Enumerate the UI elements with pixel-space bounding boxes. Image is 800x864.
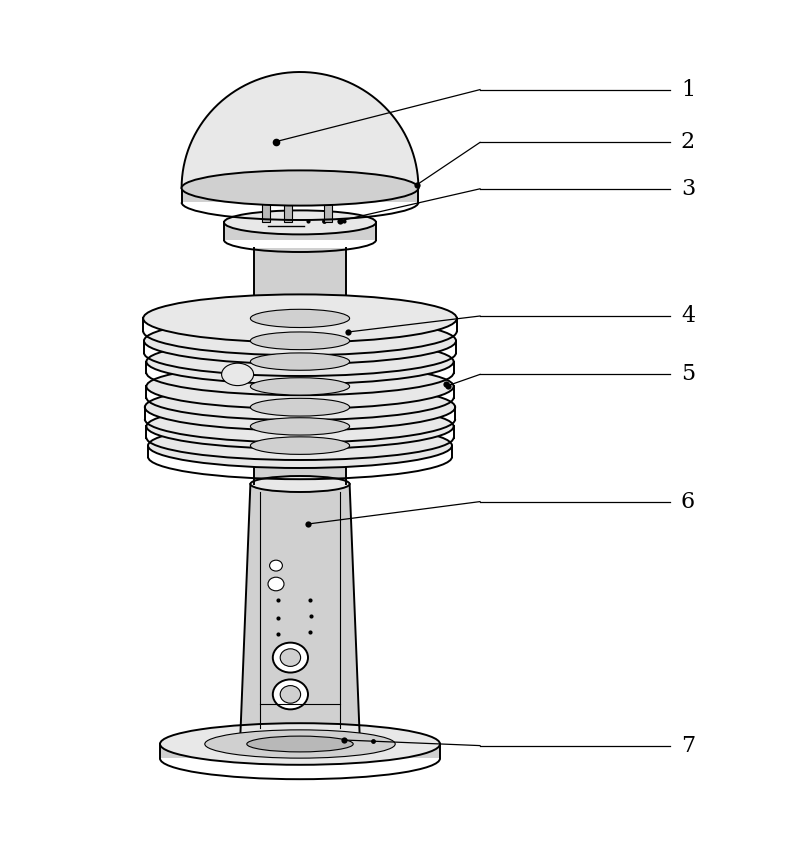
Text: 5: 5 [681, 364, 695, 385]
Bar [254, 248, 346, 484]
Text: 7: 7 [681, 734, 695, 757]
Ellipse shape [262, 178, 270, 190]
Ellipse shape [273, 679, 308, 709]
Bar [262, 184, 270, 222]
Ellipse shape [324, 178, 332, 190]
Text: 2: 2 [681, 131, 695, 154]
Ellipse shape [280, 649, 301, 666]
Ellipse shape [284, 178, 292, 190]
Ellipse shape [182, 170, 418, 206]
Ellipse shape [246, 736, 354, 752]
Ellipse shape [205, 730, 395, 758]
Ellipse shape [250, 309, 350, 327]
Text: 1: 1 [681, 79, 695, 100]
Ellipse shape [146, 364, 454, 409]
Polygon shape [224, 222, 376, 240]
Ellipse shape [250, 353, 350, 371]
Ellipse shape [250, 332, 350, 350]
Ellipse shape [160, 723, 440, 765]
Polygon shape [182, 72, 418, 188]
Ellipse shape [222, 363, 254, 385]
Text: 3: 3 [681, 178, 695, 200]
Ellipse shape [145, 384, 455, 430]
Ellipse shape [250, 417, 350, 435]
Polygon shape [160, 744, 440, 759]
Ellipse shape [224, 211, 376, 234]
Ellipse shape [250, 476, 350, 492]
Ellipse shape [280, 686, 301, 703]
Bar [324, 184, 332, 222]
Ellipse shape [250, 378, 350, 395]
Ellipse shape [270, 560, 282, 571]
Ellipse shape [250, 437, 350, 454]
Ellipse shape [146, 340, 454, 384]
Ellipse shape [143, 295, 457, 342]
Ellipse shape [250, 398, 350, 416]
Text: 6: 6 [681, 491, 695, 512]
Ellipse shape [146, 404, 454, 448]
Polygon shape [182, 188, 418, 202]
Ellipse shape [148, 423, 452, 468]
Text: 4: 4 [681, 305, 695, 327]
Bar [284, 184, 292, 222]
Polygon shape [240, 484, 360, 744]
Ellipse shape [144, 318, 456, 364]
Ellipse shape [268, 577, 284, 591]
Ellipse shape [273, 643, 308, 672]
